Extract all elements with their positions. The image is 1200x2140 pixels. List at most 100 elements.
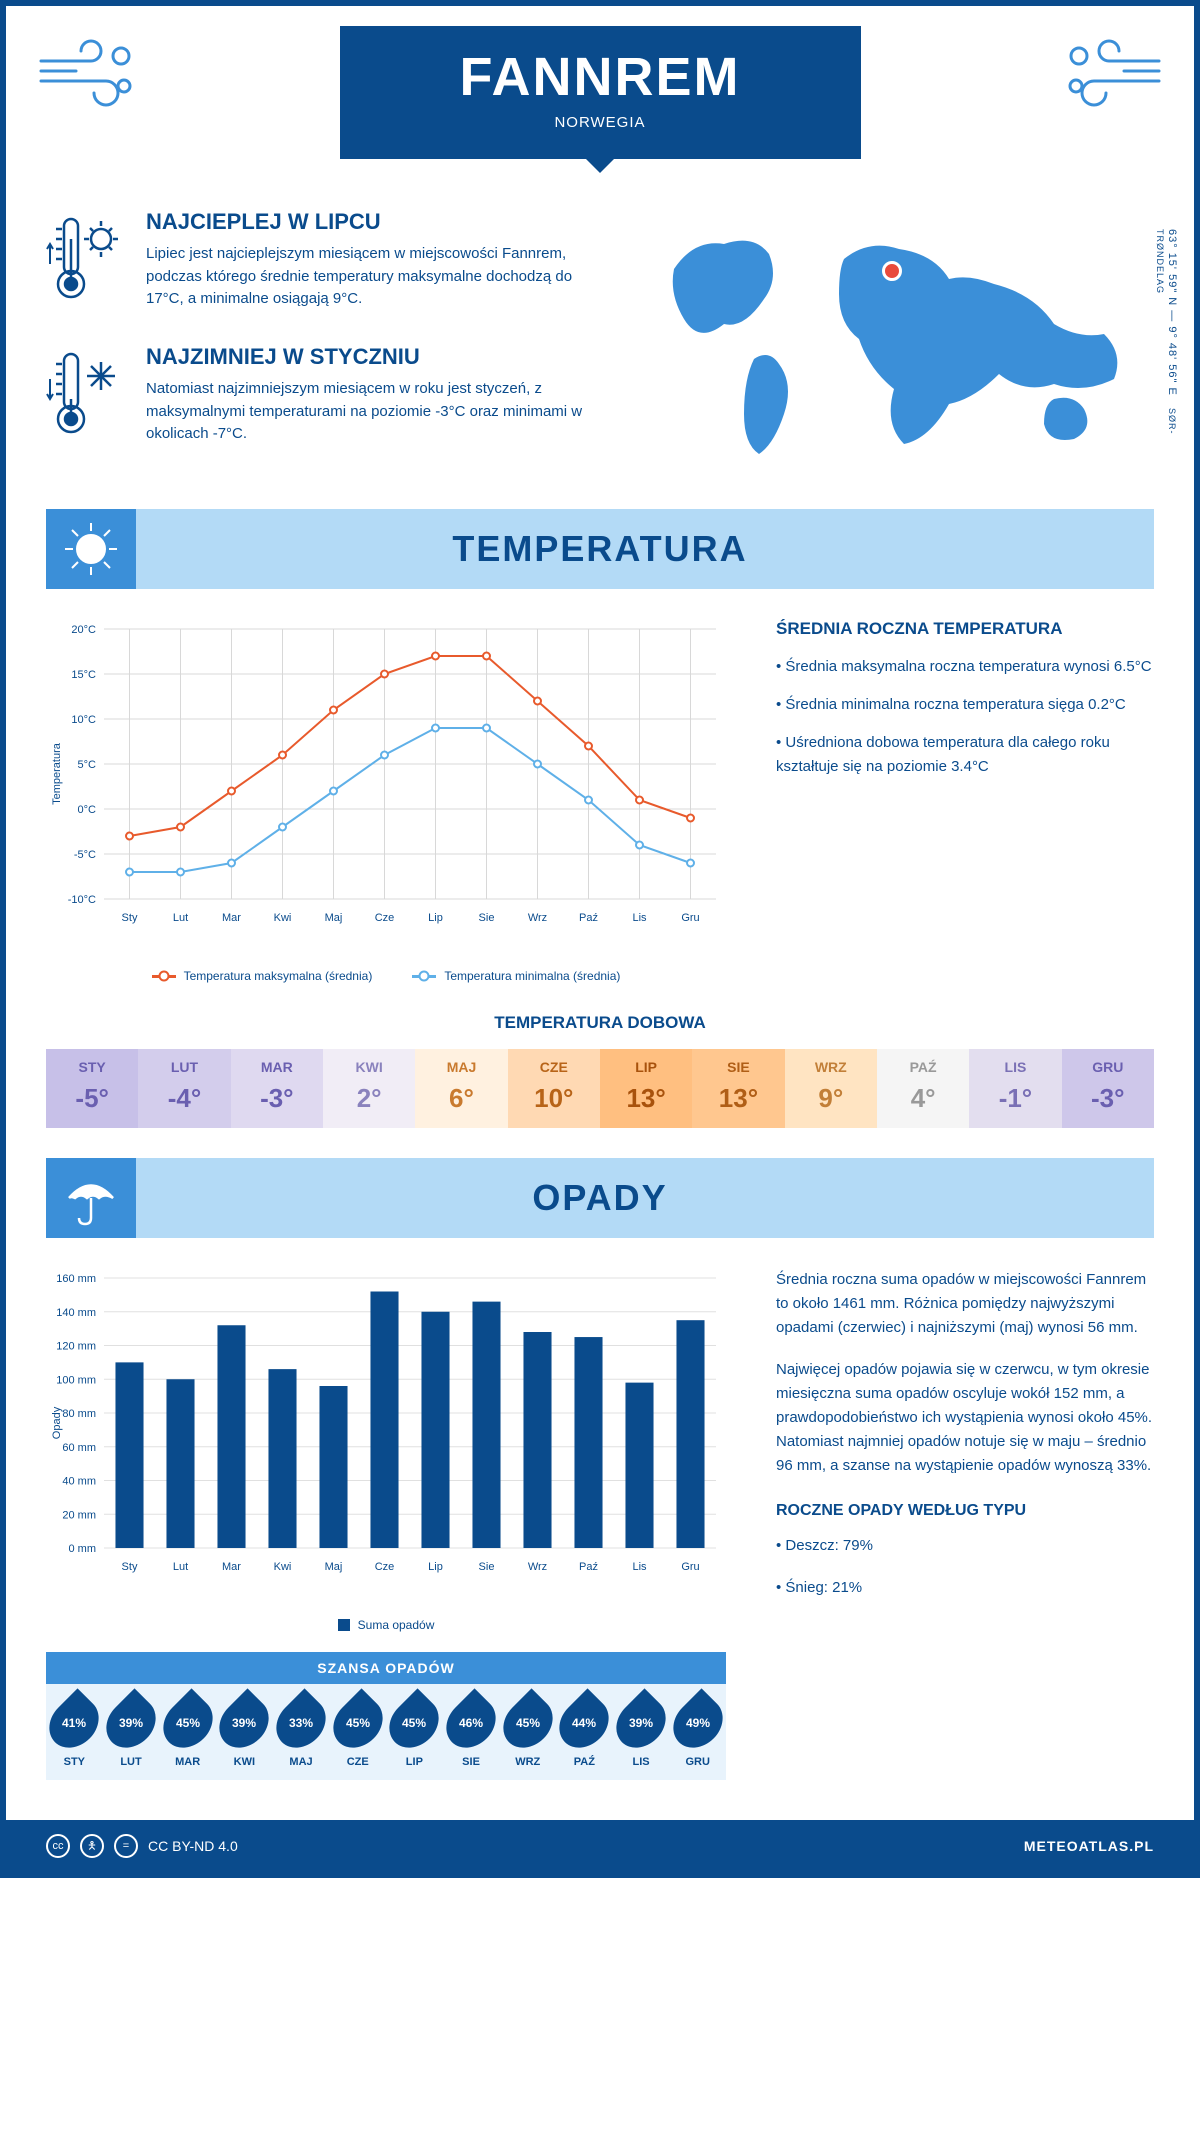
svg-text:Kwi: Kwi xyxy=(274,912,292,924)
raindrop-icon: 39% xyxy=(96,1688,165,1757)
svg-text:5°C: 5°C xyxy=(78,759,97,771)
coordinates: 63° 15' 59" N — 9° 48' 56" E SØR-TRØNDEL… xyxy=(1154,229,1178,469)
warmest-text: Lipiec jest najcieplejszym miesiącem w m… xyxy=(146,243,594,311)
warmest-title: NAJCIEPLEJ W LIPCU xyxy=(146,209,594,235)
chance-cell: 45%MAR xyxy=(159,1696,216,1768)
raindrop-icon: 49% xyxy=(663,1688,732,1757)
world-map-svg xyxy=(634,209,1154,469)
svg-text:20°C: 20°C xyxy=(71,624,96,636)
svg-text:0°C: 0°C xyxy=(78,804,97,816)
warmest-block: NAJCIEPLEJ W LIPCU Lipiec jest najcieple… xyxy=(46,209,594,314)
thermometer-snow-icon xyxy=(46,344,126,449)
chance-cell: 44%PAŹ xyxy=(556,1696,613,1768)
precip-snow: • Śnieg: 21% xyxy=(776,1576,1154,1600)
svg-text:Opady: Opady xyxy=(51,1406,63,1439)
daily-temp-cell: SIE13° xyxy=(692,1049,784,1128)
coldest-text: Natomiast najzimniejszym miesiącem w rok… xyxy=(146,378,594,446)
daily-temp-cell: KWI2° xyxy=(323,1049,415,1128)
daily-temp-cell: LIS-1° xyxy=(969,1049,1061,1128)
wind-icon xyxy=(1064,36,1164,116)
temperature-stats: ŚREDNIA ROCZNA TEMPERATURA • Średnia mak… xyxy=(776,619,1154,983)
temperature-line-chart: -10°C-5°C0°C5°C10°C15°C20°CStyLutMarKwiM… xyxy=(46,619,726,959)
raindrop-icon: 39% xyxy=(606,1688,675,1757)
thermometer-sun-icon xyxy=(46,209,126,314)
site-name: METEOATLAS.PL xyxy=(1024,1838,1154,1854)
svg-text:Maj: Maj xyxy=(325,912,343,924)
svg-text:Paź: Paź xyxy=(579,1561,598,1573)
annual-temp-b2: • Średnia minimalna roczna temperatura s… xyxy=(776,693,1154,717)
svg-text:60 mm: 60 mm xyxy=(62,1442,96,1454)
precip-stats: Średnia roczna suma opadów w miejscowośc… xyxy=(776,1268,1154,1780)
raindrop-icon: 39% xyxy=(210,1688,279,1757)
precip-bar-chart: 0 mm20 mm40 mm60 mm80 mm100 mm120 mm140 … xyxy=(46,1268,726,1608)
world-map: 63° 15' 59" N — 9° 48' 56" E SØR-TRØNDEL… xyxy=(634,209,1154,479)
page: FANNREM NORWEGIA NAJCIEPLEJ W LIPCU Lipi… xyxy=(0,0,1200,1878)
svg-text:15°C: 15°C xyxy=(71,669,96,681)
city-title: FANNREM xyxy=(460,46,741,108)
daily-temp-cell: MAR-3° xyxy=(231,1049,323,1128)
svg-text:Wrz: Wrz xyxy=(528,1561,547,1573)
svg-text:Paź: Paź xyxy=(579,912,598,924)
svg-text:Gru: Gru xyxy=(681,1561,699,1573)
svg-text:-10°C: -10°C xyxy=(68,894,96,906)
chance-cell: 46%SIE xyxy=(443,1696,500,1768)
precip-section-header: OPADY xyxy=(46,1158,1154,1238)
temperature-title: TEMPERATURA xyxy=(452,528,747,570)
svg-text:140 mm: 140 mm xyxy=(56,1307,96,1319)
title-banner: FANNREM NORWEGIA xyxy=(340,26,861,159)
svg-text:Wrz: Wrz xyxy=(528,912,547,924)
raindrop-icon: 45% xyxy=(380,1688,449,1757)
footer: cc 🯅 = CC BY-ND 4.0 METEOATLAS.PL xyxy=(6,1820,1194,1872)
chance-cell: 33%MAJ xyxy=(273,1696,330,1768)
svg-text:Lis: Lis xyxy=(632,1561,647,1573)
svg-text:120 mm: 120 mm xyxy=(56,1341,96,1353)
svg-text:Cze: Cze xyxy=(375,912,395,924)
daily-temp-table: STY-5°LUT-4°MAR-3°KWI2°MAJ6°CZE10°LIP13°… xyxy=(46,1049,1154,1128)
daily-temp-cell: CZE10° xyxy=(508,1049,600,1128)
raindrop-icon: 46% xyxy=(436,1688,505,1757)
svg-text:-5°C: -5°C xyxy=(74,849,96,861)
intro-section: NAJCIEPLEJ W LIPCU Lipiec jest najcieple… xyxy=(46,209,1154,479)
precip-rain: • Deszcz: 79% xyxy=(776,1534,1154,1558)
svg-text:Lut: Lut xyxy=(173,1561,188,1573)
precip-chart-legend: Suma opadów xyxy=(46,1618,726,1632)
svg-text:Sie: Sie xyxy=(479,912,495,924)
by-icon: 🯅 xyxy=(80,1834,104,1858)
svg-text:10°C: 10°C xyxy=(71,714,96,726)
chance-cell: 39%LUT xyxy=(103,1696,160,1768)
daily-temp-cell: LIP13° xyxy=(600,1049,692,1128)
precip-text1: Średnia roczna suma opadów w miejscowośc… xyxy=(776,1268,1154,1340)
chance-cell: 39%LIS xyxy=(613,1696,670,1768)
svg-text:Temperatura: Temperatura xyxy=(51,742,63,805)
raindrop-icon: 33% xyxy=(266,1688,335,1757)
svg-text:Lis: Lis xyxy=(632,912,647,924)
svg-text:Kwi: Kwi xyxy=(274,1561,292,1573)
chance-cell: 45%CZE xyxy=(329,1696,386,1768)
svg-text:20 mm: 20 mm xyxy=(62,1509,96,1521)
precip-text2: Najwięcej opadów pojawia się w czerwcu, … xyxy=(776,1358,1154,1478)
location-marker xyxy=(882,261,902,281)
svg-text:160 mm: 160 mm xyxy=(56,1273,96,1285)
svg-text:Gru: Gru xyxy=(681,912,699,924)
chance-cell: 49%GRU xyxy=(669,1696,726,1768)
annual-temp-title: ŚREDNIA ROCZNA TEMPERATURA xyxy=(776,619,1154,639)
nd-icon: = xyxy=(114,1834,138,1858)
svg-text:Maj: Maj xyxy=(325,1561,343,1573)
svg-text:40 mm: 40 mm xyxy=(62,1476,96,1488)
umbrella-icon xyxy=(46,1158,136,1238)
svg-text:Sty: Sty xyxy=(122,1561,138,1573)
svg-text:Lip: Lip xyxy=(428,912,443,924)
chance-title: SZANSA OPADÓW xyxy=(46,1652,726,1684)
wind-icon xyxy=(36,36,136,116)
svg-text:Lut: Lut xyxy=(173,912,188,924)
svg-text:Lip: Lip xyxy=(428,1561,443,1573)
svg-text:80 mm: 80 mm xyxy=(62,1408,96,1420)
raindrop-icon: 45% xyxy=(323,1688,392,1757)
svg-text:Cze: Cze xyxy=(375,1561,395,1573)
raindrop-icon: 45% xyxy=(153,1688,222,1757)
coldest-title: NAJZIMNIEJ W STYCZNIU xyxy=(146,344,594,370)
license-block: cc 🯅 = CC BY-ND 4.0 xyxy=(46,1834,238,1858)
chance-cell: 41%STY xyxy=(46,1696,103,1768)
precip-type-title: ROCZNE OPADY WEDŁUG TYPU xyxy=(776,1498,1154,1524)
annual-temp-b3: • Uśredniona dobowa temperatura dla całe… xyxy=(776,731,1154,779)
